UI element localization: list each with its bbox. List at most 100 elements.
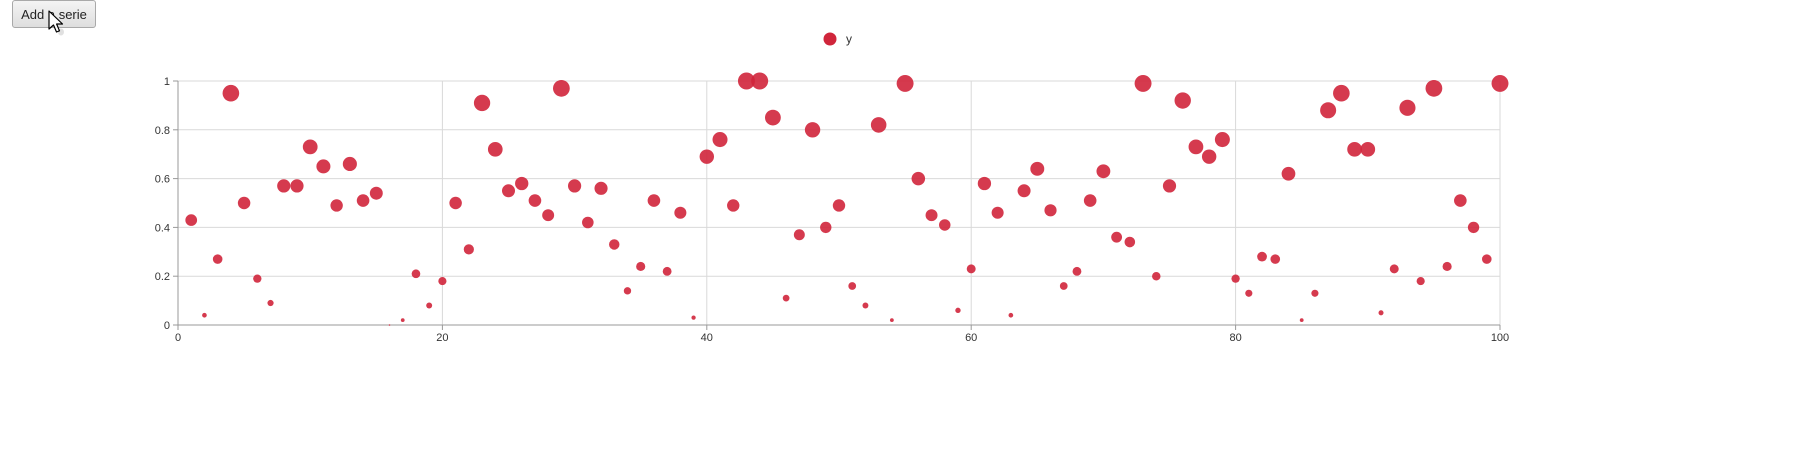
scatter-point[interactable]	[991, 206, 1004, 219]
scatter-point[interactable]	[1245, 289, 1253, 297]
scatter-point[interactable]	[1360, 141, 1376, 157]
scatter-point[interactable]	[1442, 261, 1452, 272]
scatter-point[interactable]	[1030, 161, 1045, 176]
scatter-point[interactable]	[515, 176, 529, 191]
scatter-point[interactable]	[793, 229, 805, 241]
scatter-point[interactable]	[966, 264, 976, 274]
scatter-point[interactable]	[542, 209, 555, 222]
legend-label[interactable]: y	[846, 32, 852, 46]
scatter-point[interactable]	[567, 179, 582, 193]
legend-marker[interactable]	[823, 32, 837, 46]
scatter-point[interactable]	[212, 254, 223, 264]
scatter-point[interactable]	[369, 186, 383, 200]
scatter-point[interactable]	[1214, 132, 1230, 148]
scatter-point[interactable]	[1270, 254, 1281, 264]
scatter-point[interactable]	[804, 122, 821, 138]
scatter-point[interactable]	[185, 214, 198, 226]
scatter-point[interactable]	[1201, 149, 1217, 164]
scatter-point[interactable]	[267, 299, 274, 307]
scatter-point[interactable]	[662, 266, 672, 276]
scatter-point[interactable]	[765, 109, 781, 126]
scatter-point[interactable]	[1378, 310, 1384, 316]
scatter-point[interactable]	[636, 261, 646, 272]
scatter-point[interactable]	[222, 84, 240, 102]
scatter-point[interactable]	[889, 318, 894, 323]
scatter-point[interactable]	[955, 307, 961, 314]
scatter-point[interactable]	[832, 199, 846, 212]
scatter-point[interactable]	[751, 72, 769, 90]
scatter-point[interactable]	[388, 324, 391, 326]
scatter-point[interactable]	[911, 171, 926, 186]
scatter-point[interactable]	[316, 159, 331, 174]
scatter-point[interactable]	[1162, 179, 1177, 193]
scatter-point[interactable]	[463, 244, 474, 255]
scatter-point[interactable]	[674, 206, 687, 219]
scatter-point[interactable]	[411, 269, 421, 279]
scatter-point[interactable]	[782, 294, 790, 302]
scatter-point[interactable]	[896, 74, 914, 92]
scatter-point[interactable]	[501, 184, 516, 198]
scatter-point[interactable]	[1174, 92, 1191, 109]
scatter-point[interactable]	[1491, 74, 1509, 92]
scatter-point[interactable]	[1083, 194, 1097, 207]
scatter-point[interactable]	[277, 179, 291, 193]
scatter-point[interactable]	[737, 72, 755, 90]
scatter-point[interactable]	[1072, 266, 1082, 276]
scatter-point[interactable]	[609, 239, 620, 250]
scatter-point[interactable]	[1311, 289, 1319, 297]
scatter-point[interactable]	[1111, 231, 1123, 243]
scatter-point[interactable]	[1281, 166, 1296, 181]
scatter-point[interactable]	[1333, 84, 1350, 102]
scatter-point[interactable]	[1389, 264, 1399, 274]
scatter-point[interactable]	[1231, 274, 1240, 283]
scatter-point[interactable]	[1299, 318, 1304, 323]
scatter-point[interactable]	[1044, 204, 1057, 217]
chart-legend[interactable]: y	[823, 32, 853, 46]
scatter-point[interactable]	[712, 132, 728, 148]
scatter-point[interactable]	[426, 302, 433, 309]
scatter-point[interactable]	[820, 221, 832, 234]
scatter-point[interactable]	[1134, 74, 1152, 92]
scatter-point[interactable]	[1454, 194, 1467, 207]
scatter-point[interactable]	[342, 156, 357, 172]
scatter-point[interactable]	[582, 216, 594, 229]
scatter-point[interactable]	[1008, 312, 1014, 318]
scatter-point[interactable]	[862, 302, 869, 309]
scatter-point[interactable]	[1347, 141, 1362, 157]
scatter-point[interactable]	[594, 181, 608, 195]
scatter-point[interactable]	[939, 219, 951, 231]
scatter-point[interactable]	[302, 139, 318, 155]
scatter-point[interactable]	[487, 141, 503, 157]
scatter-point[interactable]	[356, 194, 370, 207]
scatter-point[interactable]	[400, 318, 405, 323]
scatter-point[interactable]	[202, 312, 207, 318]
scatter-point[interactable]	[1059, 282, 1068, 290]
scatter-point[interactable]	[1096, 164, 1111, 179]
scatter-point[interactable]	[290, 179, 304, 193]
scatter-point[interactable]	[691, 315, 696, 320]
scatter-point[interactable]	[553, 79, 570, 97]
scatter-point[interactable]	[977, 176, 992, 191]
scatter-point[interactable]	[848, 282, 857, 290]
scatter-point[interactable]	[1416, 277, 1425, 286]
scatter-point[interactable]	[528, 194, 542, 207]
scatter-point[interactable]	[925, 209, 938, 222]
scatter-point[interactable]	[1152, 271, 1161, 281]
scatter-point[interactable]	[870, 117, 887, 133]
scatter-point[interactable]	[1257, 251, 1267, 262]
scatter-point[interactable]	[473, 94, 491, 112]
scatter-point[interactable]	[1017, 184, 1031, 198]
scatter-point[interactable]	[647, 194, 661, 207]
scatter-point[interactable]	[699, 149, 714, 164]
scatter-point[interactable]	[449, 196, 462, 210]
scatter-point[interactable]	[237, 196, 251, 210]
scatter-point[interactable]	[1124, 236, 1136, 248]
scatter-point[interactable]	[1320, 102, 1337, 119]
scatter-point[interactable]	[727, 199, 740, 212]
scatter-point[interactable]	[1399, 99, 1416, 116]
scatter-point[interactable]	[253, 274, 262, 283]
scatter-point[interactable]	[1188, 139, 1204, 155]
scatter-point[interactable]	[1481, 254, 1492, 264]
scatter-point[interactable]	[438, 277, 447, 286]
scatter-point[interactable]	[623, 287, 632, 295]
